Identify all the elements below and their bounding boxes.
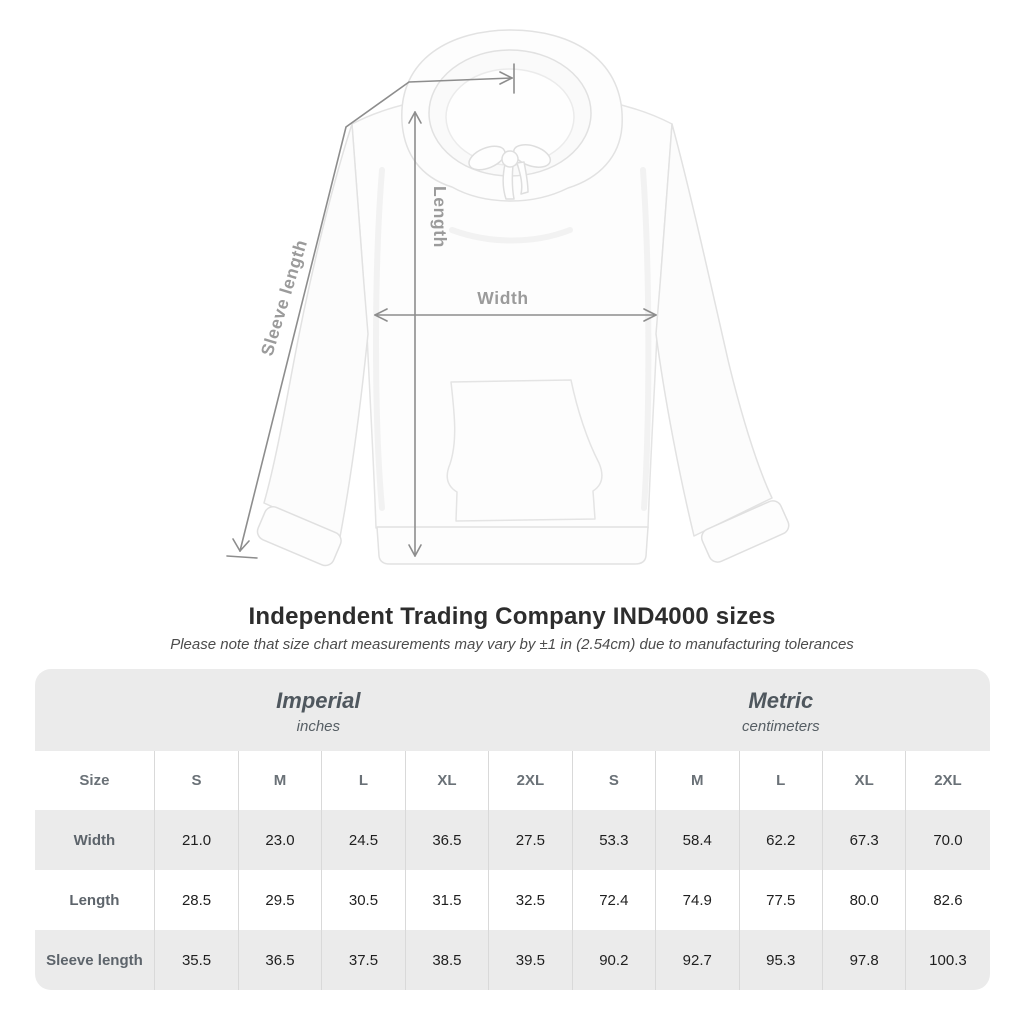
imperial-unit: inches [296, 717, 340, 735]
cell-length-metric-l: 77.5 [738, 870, 823, 930]
hoodie-graphic [256, 29, 790, 567]
unit-group-metric: Metric centimeters [572, 669, 989, 751]
size-header-metric-xl: XL [821, 751, 906, 810]
waistband [376, 526, 649, 565]
size-header-imperial-xl: XL [404, 751, 489, 810]
hoodie-diagram: Width Length Sleeve length [226, 29, 790, 567]
cell-length-metric-xl: 80.0 [821, 870, 906, 930]
cell-sleeve-imperial-l: 37.5 [321, 930, 406, 990]
right-cuff [700, 500, 790, 563]
row-label-sleeve-length: Sleeve length [46, 951, 143, 969]
soft-shading [373, 167, 652, 511]
drawstring [468, 144, 552, 200]
size-header-imperial-2xl: 2XL [488, 751, 573, 810]
cell-length-imperial-l: 30.5 [321, 870, 406, 930]
cell-width-metric-s: 53.3 [571, 810, 656, 870]
cell-width-imperial-l: 24.5 [321, 810, 406, 870]
cell-width-metric-xl: 67.3 [821, 810, 906, 870]
sleeve-length-arrow [226, 63, 515, 559]
size-column-header: Size [79, 772, 110, 789]
cell-length-imperial-2xl: 32.5 [488, 870, 573, 930]
cell-width-imperial-s: 21.0 [154, 810, 239, 870]
row-label-width: Width [73, 831, 116, 849]
width-arrow [374, 308, 657, 322]
imperial-label: Imperial [276, 687, 361, 713]
cell-width-metric-2xl: 70.0 [905, 810, 990, 870]
cell-sleeve-imperial-s: 35.5 [154, 930, 239, 990]
length-label: Length [430, 186, 450, 248]
width-label: Width [477, 288, 528, 308]
cell-width-imperial-xl: 36.5 [404, 810, 489, 870]
cell-width-metric-l: 62.2 [738, 810, 823, 870]
cell-sleeve-imperial-xl: 38.5 [404, 930, 489, 990]
hoodie-size-diagram-svg: Width Length Sleeve length [226, 29, 790, 567]
page-title: Independent Trading Company IND4000 size… [248, 603, 776, 630]
size-chart-card: Imperial inches Metric centimeters Size … [34, 669, 990, 990]
metric-label: Metric [748, 687, 814, 713]
cell-width-metric-m: 58.4 [655, 810, 739, 870]
size-header-metric-s: S [571, 751, 656, 810]
units-band: Imperial inches Metric centimeters [34, 669, 990, 751]
cell-sleeve-metric-m: 92.7 [655, 930, 739, 990]
cell-sleeve-metric-2xl: 100.3 [905, 930, 990, 990]
size-header-metric-2xl: 2XL [905, 751, 990, 810]
cell-sleeve-imperial-m: 36.5 [237, 930, 322, 990]
size-header-imperial-s: S [154, 751, 239, 810]
cell-width-imperial-m: 23.0 [237, 810, 322, 870]
cell-sleeve-metric-s: 90.2 [571, 930, 656, 990]
cell-sleeve-metric-xl: 97.8 [821, 930, 906, 990]
cell-width-imperial-2xl: 27.5 [488, 810, 573, 870]
cell-sleeve-imperial-2xl: 39.5 [488, 930, 573, 990]
size-header-metric-l: L [738, 751, 823, 810]
table-row-sleeve-length: Sleeve length 35.5 36.5 37.5 38.5 39.5 9… [34, 930, 990, 990]
size-table: Size S M L XL 2XL S M L XL 2XL Width 21.… [34, 751, 990, 990]
size-header-row: Size S M L XL 2XL S M L XL 2XL [34, 751, 990, 810]
cell-length-metric-2xl: 82.6 [905, 870, 990, 930]
cell-length-imperial-xl: 31.5 [404, 870, 489, 930]
table-row-length: Length 28.5 29.5 30.5 31.5 32.5 72.4 74.… [34, 870, 990, 930]
row-label-length: Length [69, 891, 120, 909]
metric-unit: centimeters [742, 717, 820, 735]
cell-length-metric-m: 74.9 [655, 870, 739, 930]
left-cuff [256, 506, 342, 567]
cell-length-imperial-m: 29.5 [237, 870, 322, 930]
page-subtitle: Please note that size chart measurements… [170, 636, 854, 653]
size-header-imperial-m: M [237, 751, 322, 810]
cell-length-imperial-s: 28.5 [154, 870, 239, 930]
size-guide-page: Width Length Sleeve length Independent T… [34, 29, 990, 990]
table-row-width: Width 21.0 23.0 24.5 36.5 27.5 53.3 58.4… [34, 810, 990, 870]
measurement-lines [226, 63, 657, 559]
size-header-metric-m: M [655, 751, 739, 810]
kangaroo-pocket [446, 379, 603, 522]
right-sleeve [655, 123, 773, 537]
cell-length-metric-s: 72.4 [571, 870, 656, 930]
size-header-imperial-l: L [321, 751, 406, 810]
cell-sleeve-metric-l: 95.3 [738, 930, 823, 990]
unit-group-imperial: Imperial inches [50, 669, 588, 751]
length-arrow [408, 111, 422, 557]
